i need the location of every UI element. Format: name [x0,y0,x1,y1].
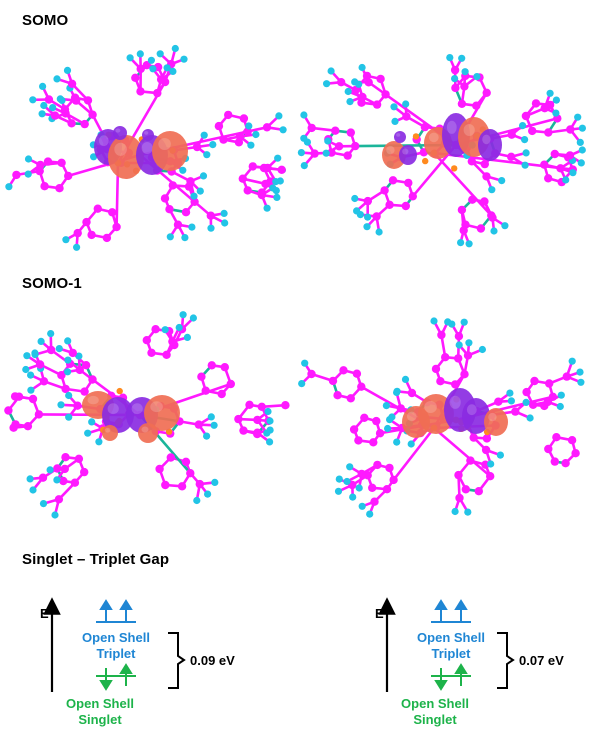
gap-bracket [168,632,186,689]
singlet-label-line1: Open Shell [66,696,134,711]
energy-diagram-right: E Open Shell Triplet Open Shell Singlet … [375,597,564,727]
singlet-label-line2: Singlet [78,712,122,727]
singlet-label-line2: Singlet [413,712,457,727]
orbital-lobes [382,113,502,169]
singlet-triplet-gap-title: Singlet – Triplet Gap [22,551,170,568]
gap-bracket [497,632,515,689]
triplet-label-line2: Triplet [431,646,471,661]
singlet-label-line1: Open Shell [401,696,469,711]
triplet-label-line2: Triplet [96,646,136,661]
triplet-spin-up-arrows [96,599,136,623]
somo1-right-molecule [298,317,585,518]
somo-right-molecule [297,54,586,248]
somo-left-molecule [5,44,287,251]
triplet-spin-up-arrows [431,599,471,623]
somo1-left-molecule [4,311,290,519]
singlet-spin-arrows [96,663,136,691]
gap-value: 0.07 eV [519,653,564,668]
somo-title: SOMO [22,12,69,29]
triplet-label-line1: Open Shell [417,630,485,645]
energy-axis-label: E [40,606,49,621]
singlet-spin-arrows [431,663,471,691]
energy-axis-label: E [375,606,384,621]
triplet-label-line1: Open Shell [82,630,150,645]
energy-diagram-left: E Open Shell Triplet Open Shell Singlet … [40,597,235,727]
orbital-lobes [94,126,188,179]
orbital-lobes [82,391,180,443]
gap-value: 0.09 eV [190,653,235,668]
somo-1-title: SOMO-1 [22,275,82,292]
orbital-lobes [402,388,508,438]
